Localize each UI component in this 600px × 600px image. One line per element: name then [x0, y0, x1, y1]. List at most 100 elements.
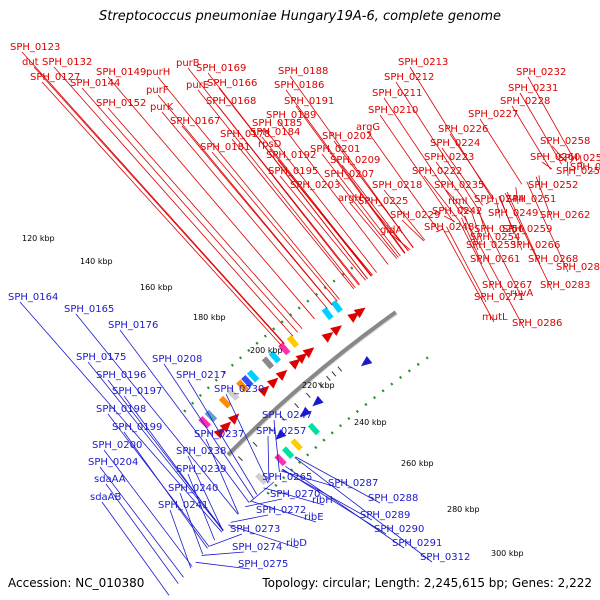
reverse-gene-label: ribE — [304, 512, 324, 523]
reverse-gene-label: SPH_0257 — [256, 426, 306, 437]
forward-gene-label: purF — [146, 85, 169, 96]
reverse-gene-label: SPH_0237 — [194, 429, 244, 440]
leader-line — [245, 498, 283, 508]
forward-gene-arrow — [295, 353, 308, 364]
forward-gene-label: SPH_0248 — [424, 222, 474, 233]
forward-gene-label: SPH_0189 — [266, 110, 316, 121]
tick-mark — [280, 415, 286, 421]
leader-line — [341, 164, 409, 252]
genome-backbone — [226, 310, 398, 457]
leader-line — [535, 176, 553, 221]
leader-line — [335, 178, 399, 258]
leader-line — [103, 449, 193, 567]
forward-cog-block — [246, 369, 260, 383]
leader-line — [446, 226, 487, 303]
genome-summary-text: Topology: circular; Length: 2,245,615 bp… — [262, 576, 592, 590]
leader-line — [477, 207, 487, 235]
leader-line — [391, 234, 411, 251]
reverse-gene-label: SPH_0164 — [8, 292, 58, 303]
forward-cog-block — [261, 356, 275, 370]
forward-gene-arrow — [266, 377, 279, 389]
forward-gene-label: SPH_0211 — [372, 88, 422, 99]
leader-line — [285, 465, 405, 549]
leader-line — [367, 131, 440, 232]
forward-gene-label: SPH_0209 — [330, 155, 380, 166]
tick-label: 220 kbp — [302, 381, 335, 390]
tick-mark — [237, 456, 243, 462]
forward-gene-label: argH — [338, 193, 362, 204]
map-title: Streptococcus pneumoniae Hungary19A-6, c… — [99, 9, 501, 24]
accession-text: Accession: NC_010380 — [8, 576, 145, 590]
forward-cog-block — [330, 299, 343, 314]
leader-line — [53, 66, 294, 337]
leader-line — [205, 438, 239, 515]
tick-label: 160 kbp — [140, 283, 173, 292]
forward-gene-label: SPH_0284 — [556, 262, 600, 273]
leader-line — [409, 66, 494, 200]
leader-line — [435, 229, 443, 233]
leader-line — [566, 161, 569, 177]
reverse-gene-label: SPH_0198 — [96, 404, 146, 415]
reverse-gene-label: SPH_0288 — [368, 493, 418, 504]
forward-gene-label: SPH_0181 — [200, 142, 250, 153]
leader-line — [383, 189, 426, 241]
leader-line — [263, 127, 377, 273]
forward-gene-label: SPH_0203 — [290, 180, 340, 191]
reverse-gene-label: SPH_0176 — [108, 320, 158, 331]
forward-gene-arrow — [288, 358, 301, 370]
leader-line — [99, 466, 184, 578]
forward-gene-label: SPH_0258 — [540, 136, 590, 147]
forward-gene-label: SPH_0253 — [466, 240, 516, 251]
leader-line — [250, 500, 317, 523]
forward-gene-label: rimI — [448, 196, 468, 207]
forward-gene-label: SPH_0149 — [96, 67, 146, 78]
reverse-cog-block — [274, 453, 287, 467]
reverse-gene-label: sdaAB — [90, 492, 122, 503]
leader-line — [249, 481, 275, 503]
leader-line — [321, 153, 401, 257]
leader-line — [295, 456, 381, 504]
leader-line — [476, 208, 523, 299]
reverse-gene-arrow — [299, 406, 312, 418]
leader-line — [169, 509, 192, 569]
reverse-cog-block — [307, 422, 320, 436]
tick-mark — [318, 382, 323, 388]
forward-gene-label: SPH_0178 — [220, 129, 270, 140]
reverse-gene-label: SPH_0165 — [64, 304, 114, 315]
reverse-gene-label: SPH_0291 — [392, 538, 442, 549]
leader-line — [41, 81, 282, 347]
forward-gene-label: SPH_0188 — [278, 66, 328, 77]
reverse-gene-label: ribD — [286, 538, 307, 549]
leader-line — [443, 215, 456, 222]
forward-gene-label: SPH_0186 — [274, 80, 324, 91]
tick-mark — [268, 426, 274, 432]
forward-cog-block — [321, 307, 334, 321]
leader-line — [395, 81, 478, 209]
leader-line — [498, 196, 523, 251]
forward-gene-label: dut — [22, 57, 39, 68]
forward-gene-label: SPH_0123 — [10, 42, 60, 53]
tick-mark — [252, 441, 258, 447]
tick-label: 120 kbp — [22, 234, 55, 243]
forward-gene-arrow — [275, 369, 288, 381]
leader-line — [285, 89, 406, 254]
leader-line — [217, 105, 361, 285]
forward-cog-block — [236, 379, 249, 393]
leader-line — [33, 66, 285, 345]
forward-gene-label: SPH_0259 — [502, 224, 552, 235]
forward-gene-label: purH — [146, 67, 170, 78]
leader-line — [263, 487, 325, 506]
forward-gene-label: SPH_0267 — [482, 280, 532, 291]
leader-line — [277, 159, 372, 277]
reverse-gene-label: SPH_0240 — [168, 483, 218, 494]
reverse-cog-block — [290, 438, 303, 451]
tick-mark — [305, 392, 311, 398]
reverse-gene-label: SPH_0287 — [328, 478, 378, 489]
leader-line — [267, 435, 270, 483]
leader-line — [211, 151, 338, 302]
leader-line — [228, 524, 299, 549]
forward-gene-label: SPH_0166 — [207, 78, 257, 89]
reverse-gene-label: SPH_0197 — [112, 386, 162, 397]
leader-line — [280, 470, 341, 489]
